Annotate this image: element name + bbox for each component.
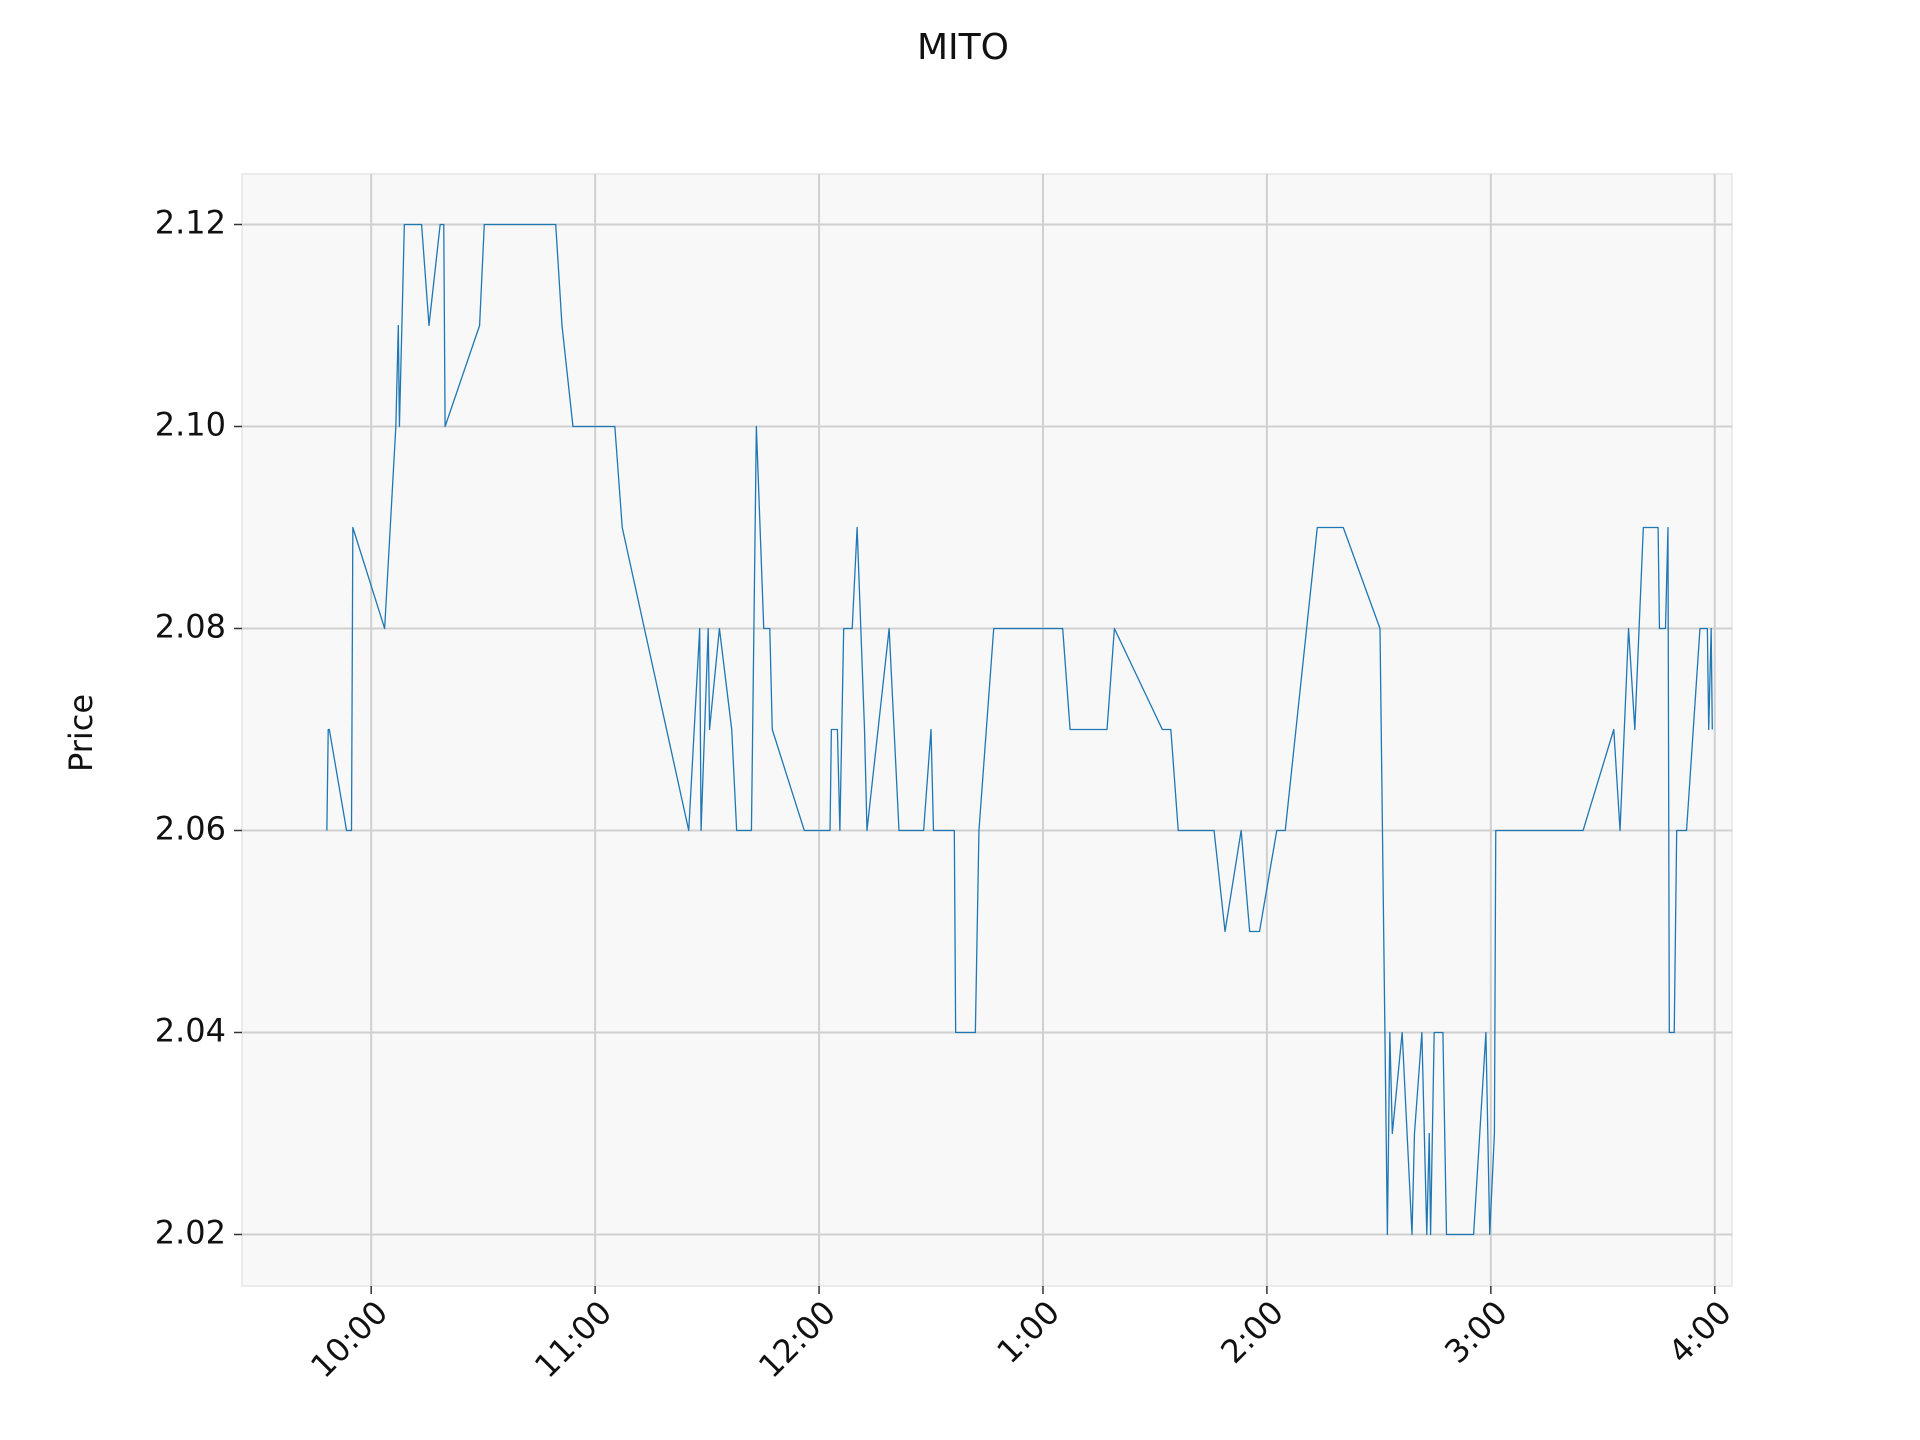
y-tick-label: 2.08 <box>155 607 226 645</box>
x-tick-label: 11:00 <box>527 1293 619 1385</box>
y-tick-label: 2.12 <box>155 203 226 241</box>
x-tick-label: 3:00 <box>1437 1293 1515 1371</box>
price-line <box>326 223 1713 1236</box>
chart-title: MITO <box>917 27 1009 68</box>
plot-area <box>241 173 1733 1287</box>
x-tick-label: 1:00 <box>989 1293 1067 1371</box>
y-tick-label: 2.04 <box>155 1011 226 1049</box>
x-tick-label: 10:00 <box>303 1293 395 1385</box>
y-tick-label: 2.06 <box>155 809 226 847</box>
y-axis-label: Price <box>62 694 100 772</box>
x-tick-label: 12:00 <box>751 1293 843 1385</box>
y-tick-label: 2.10 <box>155 405 226 443</box>
x-tick-label: 2:00 <box>1213 1293 1291 1371</box>
x-tick-label: 4:00 <box>1661 1293 1739 1371</box>
y-tick-label: 2.02 <box>155 1213 226 1251</box>
